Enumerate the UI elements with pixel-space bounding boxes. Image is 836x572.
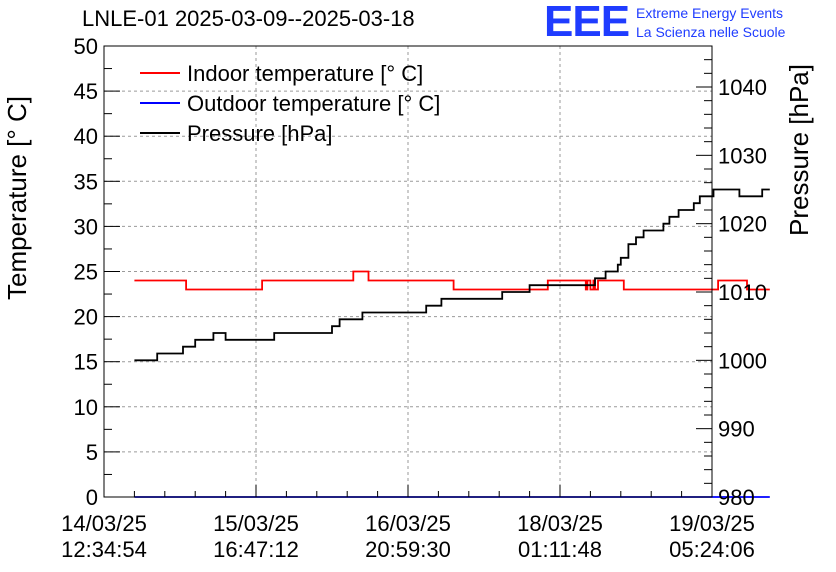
- legend-label: Indoor temperature [° C]: [187, 61, 423, 86]
- chart-title: LNLE-01 2025-03-09--2025-03-18: [82, 6, 415, 31]
- right-axis: 980 990 1000 1010 1020 1030 1040: [696, 59, 767, 510]
- left-tick-label: 50: [74, 34, 98, 59]
- left-tick-label: 30: [74, 214, 98, 239]
- x-tick-time: 05:24:06: [669, 537, 755, 562]
- series-indoor-temperature-c: [134, 270, 770, 291]
- logo-caption: Extreme Energy Events La Scienza nelle S…: [636, 4, 785, 42]
- left-tick-label: 5: [86, 440, 98, 465]
- left-tick-label: 45: [74, 79, 98, 104]
- series-layer: [134, 188, 770, 498]
- legend-label: Outdoor temperature [° C]: [187, 91, 440, 116]
- x-tick-date: 16/03/25: [365, 511, 451, 536]
- eee-logo: EEE: [544, 0, 630, 46]
- x-tick-time: 12:34:54: [61, 537, 147, 562]
- x-tick-time: 01:11:48: [518, 537, 602, 562]
- y-axis-left-label: Temperature [° C]: [2, 95, 32, 300]
- left-axis: 0 5 10 15 20 25 30 35 40 45 50: [74, 34, 120, 510]
- series-pressure-hpa: [134, 188, 770, 362]
- left-tick-label: 40: [74, 124, 98, 149]
- logo-line-1: Extreme Energy Events: [636, 5, 784, 21]
- legend: Indoor temperature [° C] Outdoor temperat…: [140, 61, 440, 146]
- x-tick-date: 14/03/25: [61, 511, 147, 536]
- x-tick-date: 15/03/25: [213, 511, 299, 536]
- x-tick-date: 19/03/25: [669, 511, 755, 536]
- right-tick-label: 1020: [718, 212, 767, 237]
- left-tick-label: 35: [74, 169, 98, 194]
- logo-line-2: La Scienza nelle Scuole: [636, 24, 786, 40]
- right-tick-label: 990: [718, 417, 755, 442]
- right-tick-label: 980: [718, 485, 755, 510]
- left-tick-label: 15: [74, 350, 98, 375]
- left-tick-label: 10: [74, 395, 98, 420]
- x-tick-time: 16:47:12: [213, 537, 299, 562]
- right-tick-label: 1030: [718, 143, 767, 168]
- x-tick-date: 18/03/25: [517, 511, 603, 536]
- right-tick-label: 1040: [718, 75, 767, 100]
- right-tick-label: 1010: [718, 280, 767, 305]
- right-tick-label: 1000: [718, 348, 767, 373]
- legend-label: Pressure [hPa]: [187, 121, 333, 146]
- x-tick-time: 20:59:30: [365, 537, 451, 562]
- y-axis-right-label: Pressure [hPa]: [784, 64, 814, 236]
- left-tick-label: 20: [74, 305, 98, 330]
- left-tick-label: 0: [86, 485, 98, 510]
- left-tick-label: 25: [74, 260, 98, 285]
